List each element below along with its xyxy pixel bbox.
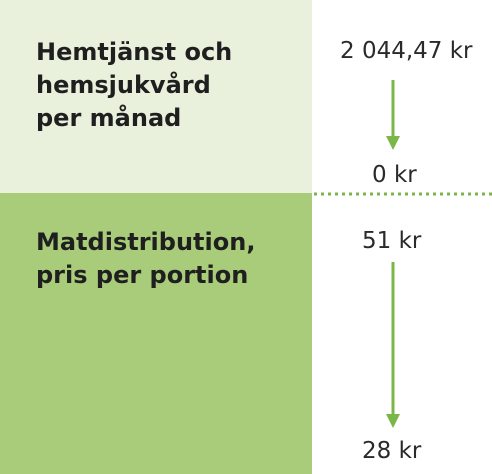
arrow (386, 80, 400, 150)
arrow (386, 262, 400, 428)
label-line: hemsjukvård (36, 71, 211, 99)
price-to: 0 kr (372, 162, 417, 188)
row-label: Matdistribution, pris per portion (36, 226, 255, 292)
row-background (0, 0, 312, 193)
price-from: 2 044,47 kr (340, 38, 473, 64)
label-line: pris per portion (36, 261, 249, 289)
label-line: Hemtjänst och (36, 38, 233, 66)
row-label: Hemtjänst och hemsjukvård per månad (36, 36, 232, 135)
label-line: Matdistribution, (36, 228, 256, 256)
price-from: 51 kr (362, 228, 422, 254)
row-background (0, 193, 312, 474)
price-to: 28 kr (362, 438, 422, 464)
label-line: per månad (36, 104, 182, 132)
